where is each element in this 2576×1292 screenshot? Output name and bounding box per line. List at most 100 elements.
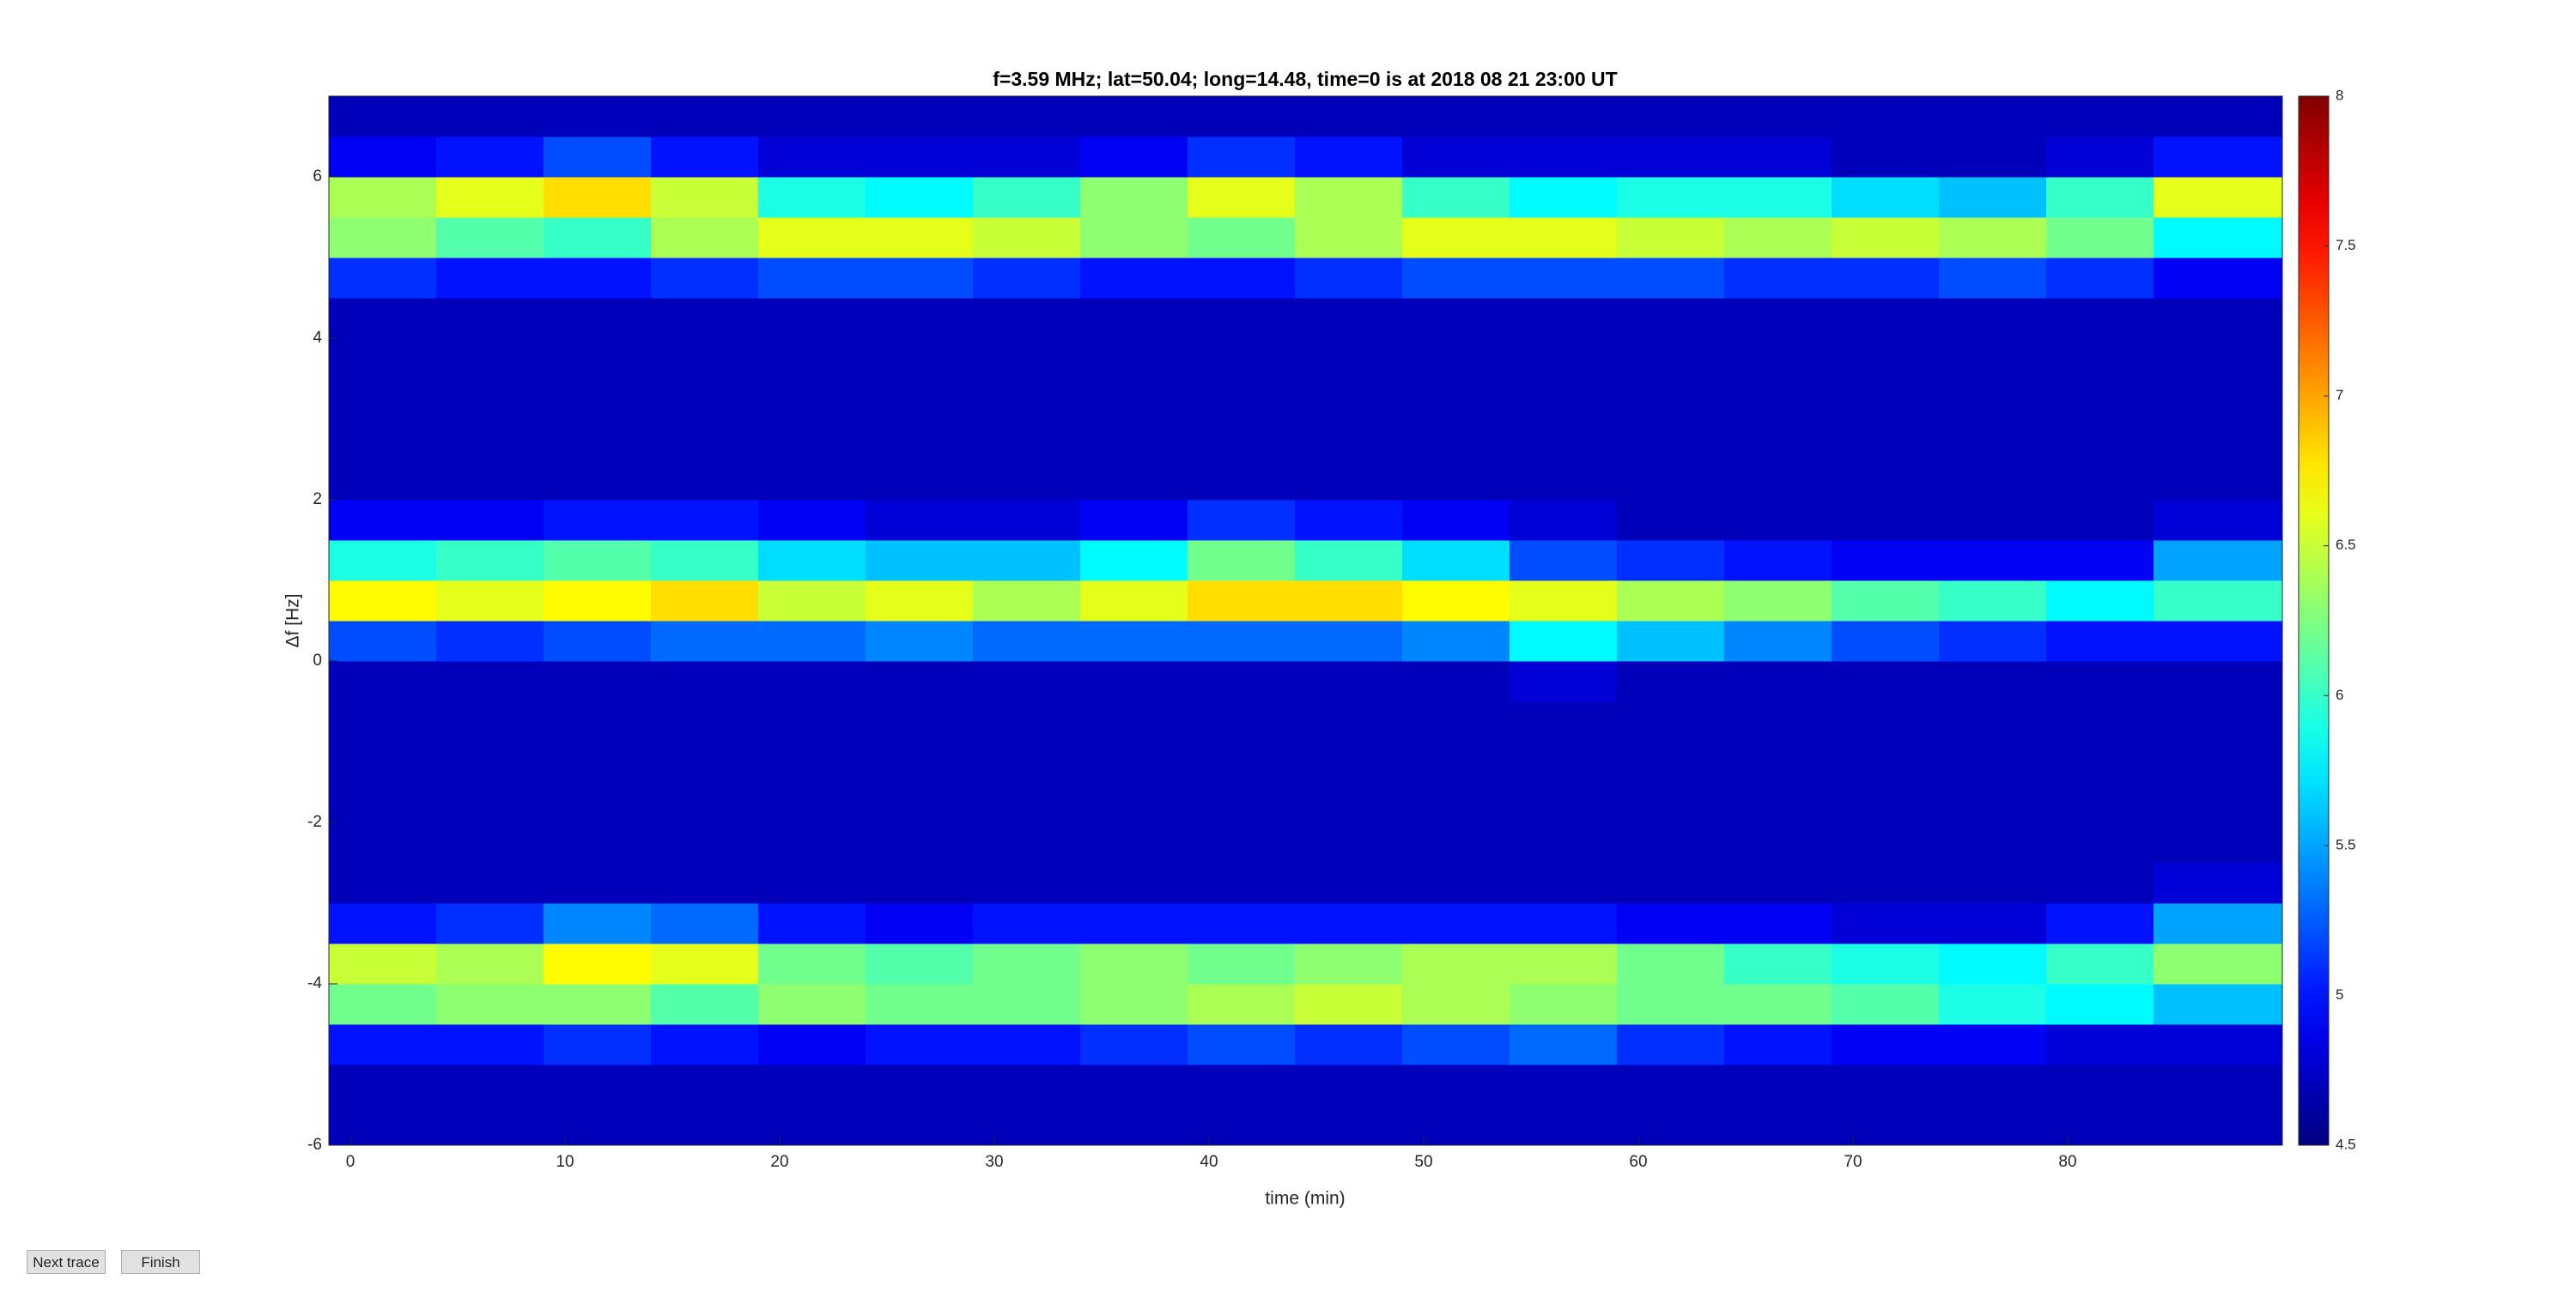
heatmap-cell (758, 500, 866, 541)
heatmap-cell (1832, 419, 1940, 460)
heatmap-cell (1724, 298, 1832, 339)
heatmap-cell (1080, 903, 1188, 944)
heatmap-cell (436, 943, 544, 985)
heatmap-cell (1402, 96, 1510, 137)
heatmap-cell (1832, 621, 1940, 662)
heatmap-cell (329, 540, 437, 581)
heatmap-cell (2154, 742, 2283, 783)
heatmap-cell (1724, 379, 1832, 420)
heatmap-cell (973, 1105, 1081, 1146)
x-tick-label: 30 (985, 1153, 1003, 1171)
heatmap-cell (544, 943, 652, 985)
heatmap-cell (1188, 177, 1296, 218)
heatmap-cell (973, 298, 1081, 339)
heatmap-cell (544, 742, 652, 783)
heatmap-cell (2154, 540, 2283, 581)
heatmap-cell (436, 863, 544, 904)
heatmap-cell (2154, 701, 2283, 743)
heatmap-cell (1510, 822, 1618, 864)
heatmap-cell (544, 500, 652, 541)
heatmap-cell (758, 580, 866, 622)
heatmap-cell (651, 1065, 759, 1106)
heatmap-cell (1617, 782, 1725, 823)
heatmap-cell (2046, 177, 2154, 218)
heatmap-cell (2046, 903, 2154, 944)
heatmap-cell (329, 338, 437, 379)
heatmap-cell (1510, 459, 1618, 500)
heatmap-cell (436, 580, 544, 622)
heatmap-cell (866, 943, 974, 985)
x-tick-label: 60 (1629, 1153, 1647, 1171)
heatmap-cell (436, 822, 544, 864)
heatmap-cell (973, 1024, 1081, 1065)
next-trace-button[interactable]: Next trace (27, 1250, 106, 1274)
heatmap-cell (436, 136, 544, 178)
heatmap-cell (1188, 863, 1296, 904)
heatmap-cell (758, 701, 866, 743)
heatmap-cell (1188, 943, 1296, 985)
heatmap-cell (866, 217, 974, 258)
colorbar-tick-label: 6.5 (2336, 537, 2356, 553)
finish-button[interactable]: Finish (121, 1250, 200, 1274)
heatmap-cell (1617, 943, 1725, 985)
heatmap-cell (758, 742, 866, 783)
heatmap-cell (758, 338, 866, 379)
y-tick-label: -6 (307, 1136, 322, 1154)
heatmap-cell (2046, 217, 2154, 258)
heatmap-cell (758, 903, 866, 944)
heatmap-cell (1724, 984, 1832, 1025)
heatmap-cell (866, 338, 974, 379)
heatmap-cell (651, 217, 759, 258)
heatmap-cell (1080, 580, 1188, 622)
heatmap-cell (1188, 540, 1296, 581)
heatmap-cell (1724, 742, 1832, 783)
heatmap-cell (544, 96, 652, 137)
heatmap-cell (866, 419, 974, 460)
heatmap-cell (866, 580, 974, 622)
heatmap-cell (651, 500, 759, 541)
heatmap-cell (1939, 580, 2047, 622)
figure: f=3.59 MHz; lat=50.04; long=14.48, time=… (283, 68, 2356, 1208)
heatmap-cell (1510, 298, 1618, 339)
heatmap-cell (2154, 258, 2283, 299)
heatmap-cell (973, 136, 1081, 178)
heatmap-cell (1188, 258, 1296, 299)
heatmap-cell (1402, 540, 1510, 581)
heatmap-cell (544, 903, 652, 944)
heatmap-cell (758, 822, 866, 864)
heatmap-cell (1080, 338, 1188, 379)
heatmap-cell (1295, 661, 1403, 702)
heatmap-cell (2154, 661, 2283, 702)
heatmap-cell (1295, 822, 1403, 864)
heatmap-cell (1939, 621, 2047, 662)
heatmap-cell (1724, 1105, 1832, 1146)
heatmap-cell (1510, 379, 1618, 420)
heatmap-cell (544, 1024, 652, 1065)
heatmap-cell (2154, 621, 2283, 662)
heatmap-cell (1402, 217, 1510, 258)
heatmap-cell (1295, 1024, 1403, 1065)
heatmap-cell (1939, 1105, 2047, 1146)
heatmap-cell (973, 258, 1081, 299)
y-tick-label: 6 (313, 167, 322, 185)
heatmap-cell (1188, 298, 1296, 339)
heatmap-cell (1295, 863, 1403, 904)
heatmap-cell (436, 782, 544, 823)
heatmap-cell (758, 258, 866, 299)
heatmap-cell (1939, 742, 2047, 783)
heatmap-cell (1188, 1065, 1296, 1106)
heatmap-cell (2046, 943, 2154, 985)
heatmap-cell (651, 863, 759, 904)
heatmap-cell (1188, 661, 1296, 702)
heatmap-cell (758, 661, 866, 702)
heatmap-cell (544, 459, 652, 500)
heatmap-cell (1080, 701, 1188, 743)
heatmap-cell (866, 298, 974, 339)
heatmap-cell (2154, 338, 2283, 379)
heatmap-cell (1188, 580, 1296, 622)
heatmap-cell (1939, 298, 2047, 339)
heatmap-cell (1080, 782, 1188, 823)
x-tick-label: 20 (770, 1153, 788, 1171)
heatmap-cell (651, 1024, 759, 1065)
